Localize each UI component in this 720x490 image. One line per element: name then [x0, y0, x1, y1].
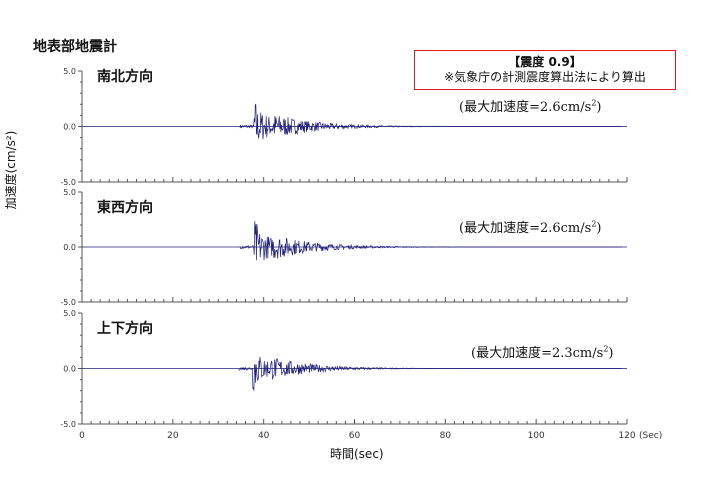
intensity-note-text: ※気象庁の計測震度算出法により算出: [444, 70, 646, 84]
chart-title: 地表部地震計: [33, 39, 117, 55]
y-tick-label: 5.0: [63, 309, 76, 318]
waveform-trace: [238, 356, 623, 391]
peak-label-ns: (最大加速度=2.6cm/s2): [459, 98, 602, 115]
intensity-note-title: 【震度 0.9】: [508, 55, 582, 69]
peak-label-ud: (最大加速度=2.3cm/s2): [471, 344, 614, 361]
waveform-trace: [239, 103, 623, 140]
waveform-trace: [239, 221, 623, 261]
y-tick-label: 0.0: [63, 365, 76, 374]
x-axis-label: 時間(sec): [330, 447, 384, 461]
x-tick-label: 120: [618, 431, 635, 441]
x-unit-label: (Sec): [639, 431, 662, 441]
peak-label-ew: (最大加速度=2.6cm/s2): [459, 219, 602, 236]
intensity-note-box: 【震度 0.9】 ※気象庁の計測震度算出法により算出: [414, 50, 676, 90]
x-tick-label: 100: [528, 431, 545, 441]
y-tick-label: -5.0: [60, 298, 76, 307]
x-tick-label: 80: [440, 431, 452, 441]
y-tick-label: -5.0: [60, 178, 76, 187]
x-tick-label: 0: [79, 431, 85, 441]
y-tick-label: -5.0: [60, 420, 76, 429]
y-axis-label: 加速度(cm/s²): [4, 130, 18, 210]
panel-label-ud: 上下方向: [97, 321, 153, 337]
y-tick-label: 0.0: [63, 123, 76, 132]
y-tick-label: 5.0: [63, 188, 76, 197]
panel-label-ew: 東西方向: [97, 200, 153, 216]
y-tick-label: 5.0: [63, 67, 76, 76]
x-tick-label: 20: [167, 431, 179, 441]
y-tick-label: 0.0: [63, 243, 76, 252]
panel-label-ns: 南北方向: [97, 69, 153, 85]
x-tick-label: 60: [349, 431, 361, 441]
x-tick-label: 40: [258, 431, 270, 441]
